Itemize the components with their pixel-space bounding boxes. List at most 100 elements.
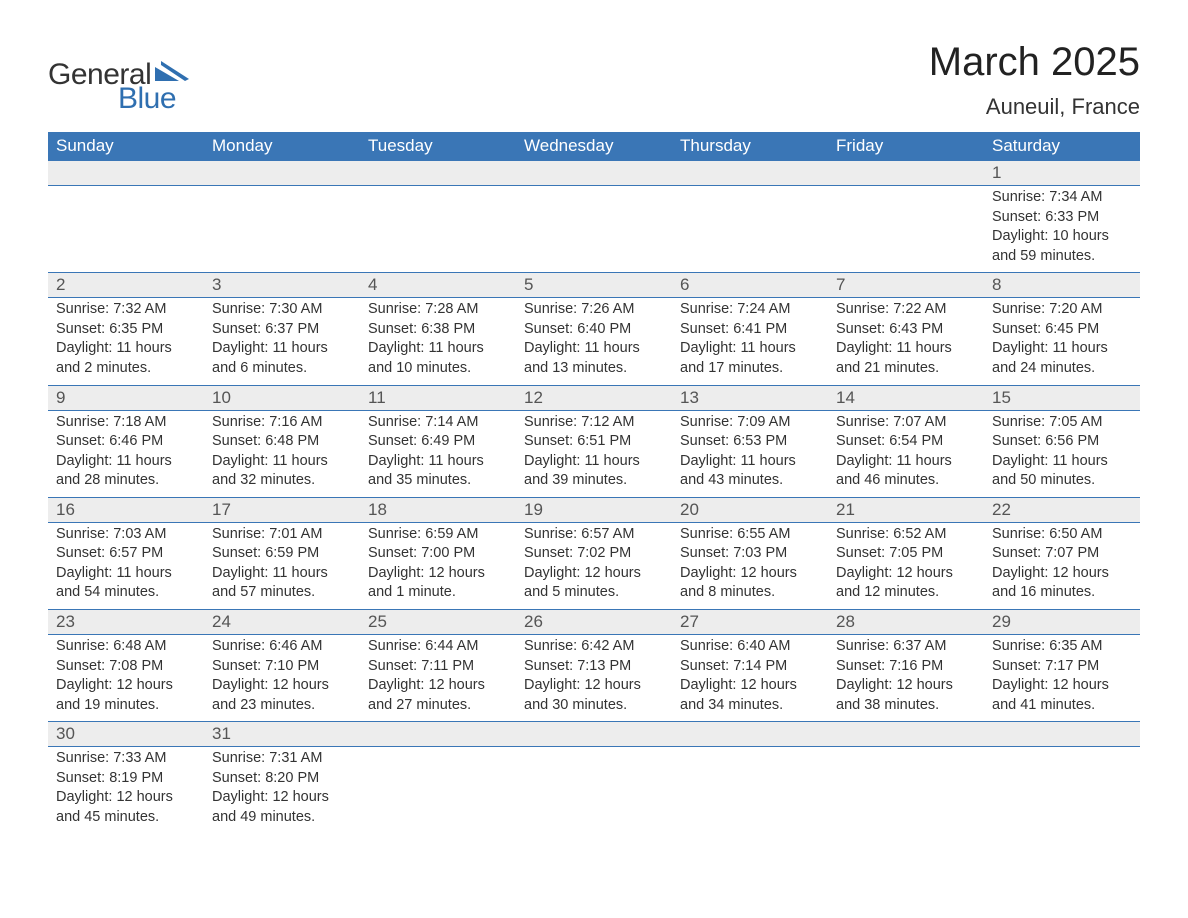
day-details: Sunrise: 7:18 AMSunset: 6:46 PMDaylight:… <box>48 411 204 497</box>
sunrise-text: Sunrise: 7:01 AM <box>212 525 352 545</box>
sunrise-text: Sunrise: 6:48 AM <box>56 637 196 657</box>
month-title: March 2025 <box>929 40 1140 84</box>
daylight-text: Daylight: 11 hours and 54 minutes. <box>56 564 196 603</box>
day-number: 27 <box>672 610 828 634</box>
sunset-text: Sunset: 6:46 PM <box>56 432 196 452</box>
day-number: 31 <box>204 722 360 746</box>
day-number: 10 <box>204 386 360 410</box>
day-details <box>360 186 516 214</box>
day-number <box>984 722 1140 746</box>
day-details: Sunrise: 6:44 AMSunset: 7:11 PMDaylight:… <box>360 635 516 721</box>
day-details: Sunrise: 7:28 AMSunset: 6:38 PMDaylight:… <box>360 298 516 384</box>
sunrise-text: Sunrise: 7:14 AM <box>368 413 508 433</box>
day-number: 7 <box>828 273 984 297</box>
sunrise-text: Sunrise: 7:16 AM <box>212 413 352 433</box>
daylight-text: Daylight: 12 hours and 45 minutes. <box>56 788 196 827</box>
sunset-text: Sunset: 6:48 PM <box>212 432 352 452</box>
daylight-text: Daylight: 11 hours and 46 minutes. <box>836 452 976 491</box>
sunset-text: Sunset: 6:38 PM <box>368 320 508 340</box>
day-details <box>516 747 672 775</box>
daylight-text: Daylight: 12 hours and 8 minutes. <box>680 564 820 603</box>
sunset-text: Sunset: 8:20 PM <box>212 769 352 789</box>
day-details <box>672 186 828 214</box>
sunrise-text: Sunrise: 7:33 AM <box>56 749 196 769</box>
weekday-header: Saturday <box>984 132 1140 161</box>
sunset-text: Sunset: 7:14 PM <box>680 657 820 677</box>
day-number <box>672 722 828 746</box>
sunrise-text: Sunrise: 7:30 AM <box>212 300 352 320</box>
daylight-text: Daylight: 11 hours and 21 minutes. <box>836 339 976 378</box>
daylight-text: Daylight: 11 hours and 39 minutes. <box>524 452 664 491</box>
day-number: 1 <box>984 161 1140 185</box>
day-number: 26 <box>516 610 672 634</box>
sunrise-text: Sunrise: 6:40 AM <box>680 637 820 657</box>
details-row: Sunrise: 6:48 AMSunset: 7:08 PM Daylight:… <box>48 635 1140 722</box>
day-details <box>204 186 360 214</box>
day-details: Sunrise: 6:35 AMSunset: 7:17 PMDaylight:… <box>984 635 1140 721</box>
daylight-text: Daylight: 11 hours and 2 minutes. <box>56 339 196 378</box>
day-details <box>360 747 516 775</box>
day-number: 30 <box>48 722 204 746</box>
daylight-text: Daylight: 12 hours and 12 minutes. <box>836 564 976 603</box>
daylight-text: Daylight: 12 hours and 49 minutes. <box>212 788 352 827</box>
day-number: 9 <box>48 386 204 410</box>
day-details: Sunrise: 7:26 AMSunset: 6:40 PMDaylight:… <box>516 298 672 384</box>
daylight-text: Daylight: 11 hours and 17 minutes. <box>680 339 820 378</box>
sunrise-text: Sunrise: 7:12 AM <box>524 413 664 433</box>
day-details: Sunrise: 6:37 AMSunset: 7:16 PMDaylight:… <box>828 635 984 721</box>
sunset-text: Sunset: 7:03 PM <box>680 544 820 564</box>
sunset-text: Sunset: 7:07 PM <box>992 544 1132 564</box>
sunset-text: Sunset: 6:35 PM <box>56 320 196 340</box>
sunset-text: Sunset: 7:08 PM <box>56 657 196 677</box>
daynum-row: 23242526272829 <box>48 610 1140 635</box>
sunrise-text: Sunrise: 7:24 AM <box>680 300 820 320</box>
day-number: 12 <box>516 386 672 410</box>
day-number <box>48 161 204 185</box>
daylight-text: Daylight: 11 hours and 57 minutes. <box>212 564 352 603</box>
sunrise-text: Sunrise: 7:31 AM <box>212 749 352 769</box>
daylight-text: Daylight: 11 hours and 24 minutes. <box>992 339 1132 378</box>
sunrise-text: Sunrise: 7:22 AM <box>836 300 976 320</box>
day-number <box>516 161 672 185</box>
day-details <box>828 747 984 775</box>
daylight-text: Daylight: 12 hours and 30 minutes. <box>524 676 664 715</box>
day-details: Sunrise: 7:22 AMSunset: 6:43 PMDaylight:… <box>828 298 984 384</box>
daylight-text: Daylight: 12 hours and 34 minutes. <box>680 676 820 715</box>
day-number: 20 <box>672 498 828 522</box>
calendar-table: Sunday Monday Tuesday Wednesday Thursday… <box>48 132 1140 834</box>
day-number: 22 <box>984 498 1140 522</box>
day-number: 15 <box>984 386 1140 410</box>
sunset-text: Sunset: 7:11 PM <box>368 657 508 677</box>
sunset-text: Sunset: 8:19 PM <box>56 769 196 789</box>
day-details: Sunrise: 6:42 AMSunset: 7:13 PMDaylight:… <box>516 635 672 721</box>
day-number: 28 <box>828 610 984 634</box>
day-number <box>360 161 516 185</box>
daylight-text: Daylight: 12 hours and 16 minutes. <box>992 564 1132 603</box>
day-number: 23 <box>48 610 204 634</box>
day-details: Sunrise: 7:16 AMSunset: 6:48 PMDaylight:… <box>204 411 360 497</box>
logo: General Blue <box>48 40 189 116</box>
day-details: Sunrise: 6:46 AMSunset: 7:10 PMDaylight:… <box>204 635 360 721</box>
sunrise-text: Sunrise: 7:05 AM <box>992 413 1132 433</box>
daynum-row: 16171819202122 <box>48 497 1140 522</box>
day-details: Sunrise: 7:03 AMSunset: 6:57 PMDaylight:… <box>48 523 204 609</box>
sunrise-text: Sunrise: 6:35 AM <box>992 637 1132 657</box>
weekday-header: Tuesday <box>360 132 516 161</box>
day-details: Sunrise: 6:40 AMSunset: 7:14 PMDaylight:… <box>672 635 828 721</box>
details-row: Sunrise: 7:33 AMSunset: 8:19 PMDaylight:… <box>48 747 1140 834</box>
daynum-row: 3031 <box>48 722 1140 747</box>
day-number: 16 <box>48 498 204 522</box>
daylight-text: Daylight: 12 hours and 27 minutes. <box>368 676 508 715</box>
sunrise-text: Sunrise: 7:09 AM <box>680 413 820 433</box>
day-details: Sunrise: 7:24 AMSunset: 6:41 PMDaylight:… <box>672 298 828 384</box>
day-details: Sunrise: 7:12 AMSunset: 6:51 PMDaylight:… <box>516 411 672 497</box>
daylight-text: Daylight: 12 hours and 5 minutes. <box>524 564 664 603</box>
day-details: Sunrise: 6:55 AMSunset: 7:03 PMDaylight:… <box>672 523 828 609</box>
sunrise-text: Sunrise: 6:37 AM <box>836 637 976 657</box>
sunrise-text: Sunrise: 7:03 AM <box>56 525 196 545</box>
sunset-text: Sunset: 6:54 PM <box>836 432 976 452</box>
sunset-text: Sunset: 6:43 PM <box>836 320 976 340</box>
daylight-text: Daylight: 11 hours and 10 minutes. <box>368 339 508 378</box>
weekday-header: Wednesday <box>516 132 672 161</box>
sunrise-text: Sunrise: 7:20 AM <box>992 300 1132 320</box>
